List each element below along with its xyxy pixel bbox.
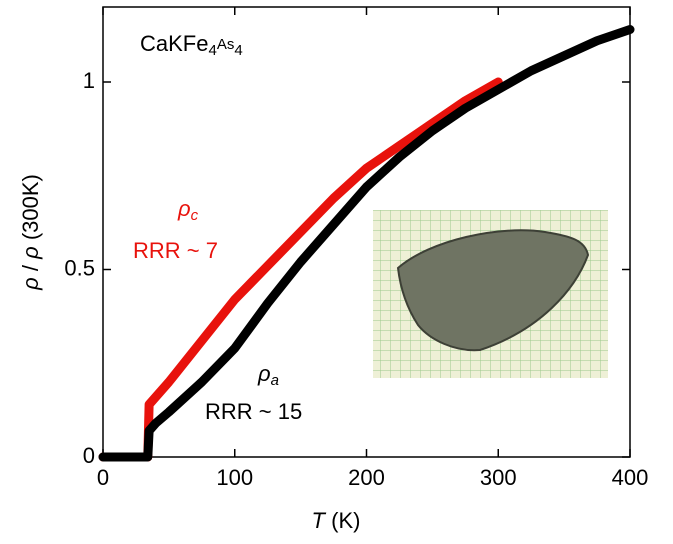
annotation: RRR ~ 15 [205, 399, 302, 424]
inset-photo [373, 210, 608, 378]
y-tick-label: 0.5 [64, 255, 95, 280]
x-tick-label: 0 [97, 465, 109, 490]
x-tick-label: 100 [216, 465, 253, 490]
x-tick-label: 400 [612, 465, 649, 490]
chart-title: CaKFe4As4 [140, 31, 243, 59]
y-tick-label: 0 [83, 443, 95, 468]
data-line [98, 25, 635, 462]
y-tick-label: 1 [83, 68, 95, 93]
x-tick-label: 200 [348, 465, 385, 490]
y-axis-label: ρ / ρ (300K) [18, 174, 43, 291]
legend-label: ρc [177, 196, 199, 224]
x-tick-label: 300 [480, 465, 517, 490]
annotation: RRR ~ 7 [133, 238, 218, 263]
x-axis-label: T (K) [312, 508, 361, 533]
legend-label: ρa [257, 361, 279, 389]
